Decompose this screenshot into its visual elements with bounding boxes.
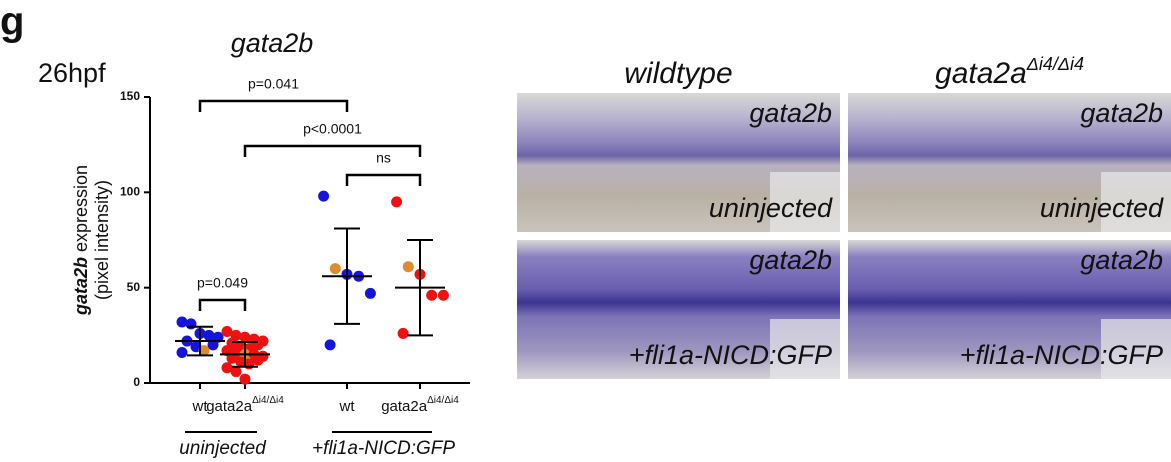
image-shade — [770, 172, 840, 232]
y-label-italic: gata2b — [71, 257, 91, 316]
category: gata2a — [381, 398, 428, 415]
significance-label: p<0.0001 — [303, 121, 362, 137]
panel-bottom-label: uninjected — [1040, 193, 1164, 223]
y-tick-label: 100 — [120, 185, 140, 199]
category: wt — [339, 398, 356, 415]
data-point — [239, 331, 251, 343]
panel-top-label: gata2b — [749, 245, 832, 275]
panel-top-label: gata2b — [1080, 98, 1163, 128]
data-point — [318, 190, 330, 202]
y-tick-label: 150 — [120, 89, 140, 103]
data-point — [329, 263, 341, 275]
data-point — [391, 196, 403, 208]
y-tick-label: 50 — [127, 280, 141, 294]
panel-letter: g — [0, 0, 24, 44]
chart-subtitle: 26hpf — [38, 58, 106, 88]
x-tick-label: wt — [339, 398, 356, 415]
error-bar — [334, 227, 360, 325]
image-shade — [1101, 319, 1171, 379]
data-point — [364, 287, 376, 299]
panel-bottom-label: uninjected — [709, 193, 833, 223]
x-tick-label: wt — [192, 398, 209, 415]
significance-label: p=0.041 — [248, 76, 299, 92]
chart-title: gata2b — [231, 28, 314, 58]
data-point — [230, 366, 242, 378]
data-point — [252, 354, 264, 366]
column-header: gata2aΔi4/Δi4 — [935, 54, 1084, 90]
data-point — [221, 326, 233, 338]
column-title: gata2a — [935, 57, 1027, 90]
image-panels: wildtype gata2aΔi4/Δi4 gata2b uninjected gat… — [517, 54, 1171, 379]
panel-top-label: gata2b — [749, 98, 832, 128]
data-point — [221, 362, 233, 374]
category-superscript: Δi4/Δi4 — [427, 395, 459, 406]
data-point — [437, 289, 449, 301]
y-tick-label: 0 — [133, 375, 140, 389]
error-bar — [232, 341, 258, 368]
x-tick-label: gata2aΔi4/Δi4 — [381, 395, 459, 415]
data-point — [203, 329, 215, 341]
y-axis-label: gata2b expression — [71, 165, 91, 316]
x-tick-label: gata2aΔi4/Δi4 — [206, 395, 284, 415]
image-shade — [1101, 172, 1171, 232]
significance-label: ns — [376, 150, 391, 166]
category-superscript: Δi4/Δi4 — [252, 395, 284, 406]
data-point — [324, 339, 336, 351]
significance-bracket — [345, 173, 422, 186]
data-point — [176, 316, 188, 328]
data-point — [207, 339, 219, 351]
category: gata2a — [206, 398, 253, 415]
data-point — [198, 345, 210, 357]
group-label: +fli1a-NICD:GFP — [312, 438, 455, 459]
y-label-rest: expression — [71, 165, 91, 257]
y-axis-label-line2: (pixel intensity) — [92, 180, 112, 300]
data-point — [226, 352, 238, 364]
panel-top-label: gata2b — [1080, 245, 1163, 275]
panel-bottom-label: +fli1a-NICD:GFP — [629, 340, 832, 370]
significance-bracket — [198, 298, 247, 311]
panel-bottom-label: +fli1a-NICD:GFP — [960, 340, 1163, 370]
significance-bracket — [198, 99, 349, 112]
error-bar — [407, 239, 433, 337]
data-point — [176, 346, 188, 358]
column-header: wildtype — [624, 57, 732, 90]
column-title: wildtype — [624, 57, 732, 90]
error-bar — [187, 325, 213, 357]
data-point — [397, 327, 409, 339]
data-point — [426, 289, 438, 301]
data-point — [402, 261, 414, 273]
data-point — [239, 373, 251, 385]
significance-label: p=0.049 — [197, 275, 248, 291]
column-superscript: Δi4/Δi4 — [1026, 54, 1084, 74]
category: wt — [192, 398, 209, 415]
image-shade — [770, 319, 840, 379]
significance-bracket — [243, 144, 422, 157]
group-label: uninjected — [179, 438, 267, 459]
